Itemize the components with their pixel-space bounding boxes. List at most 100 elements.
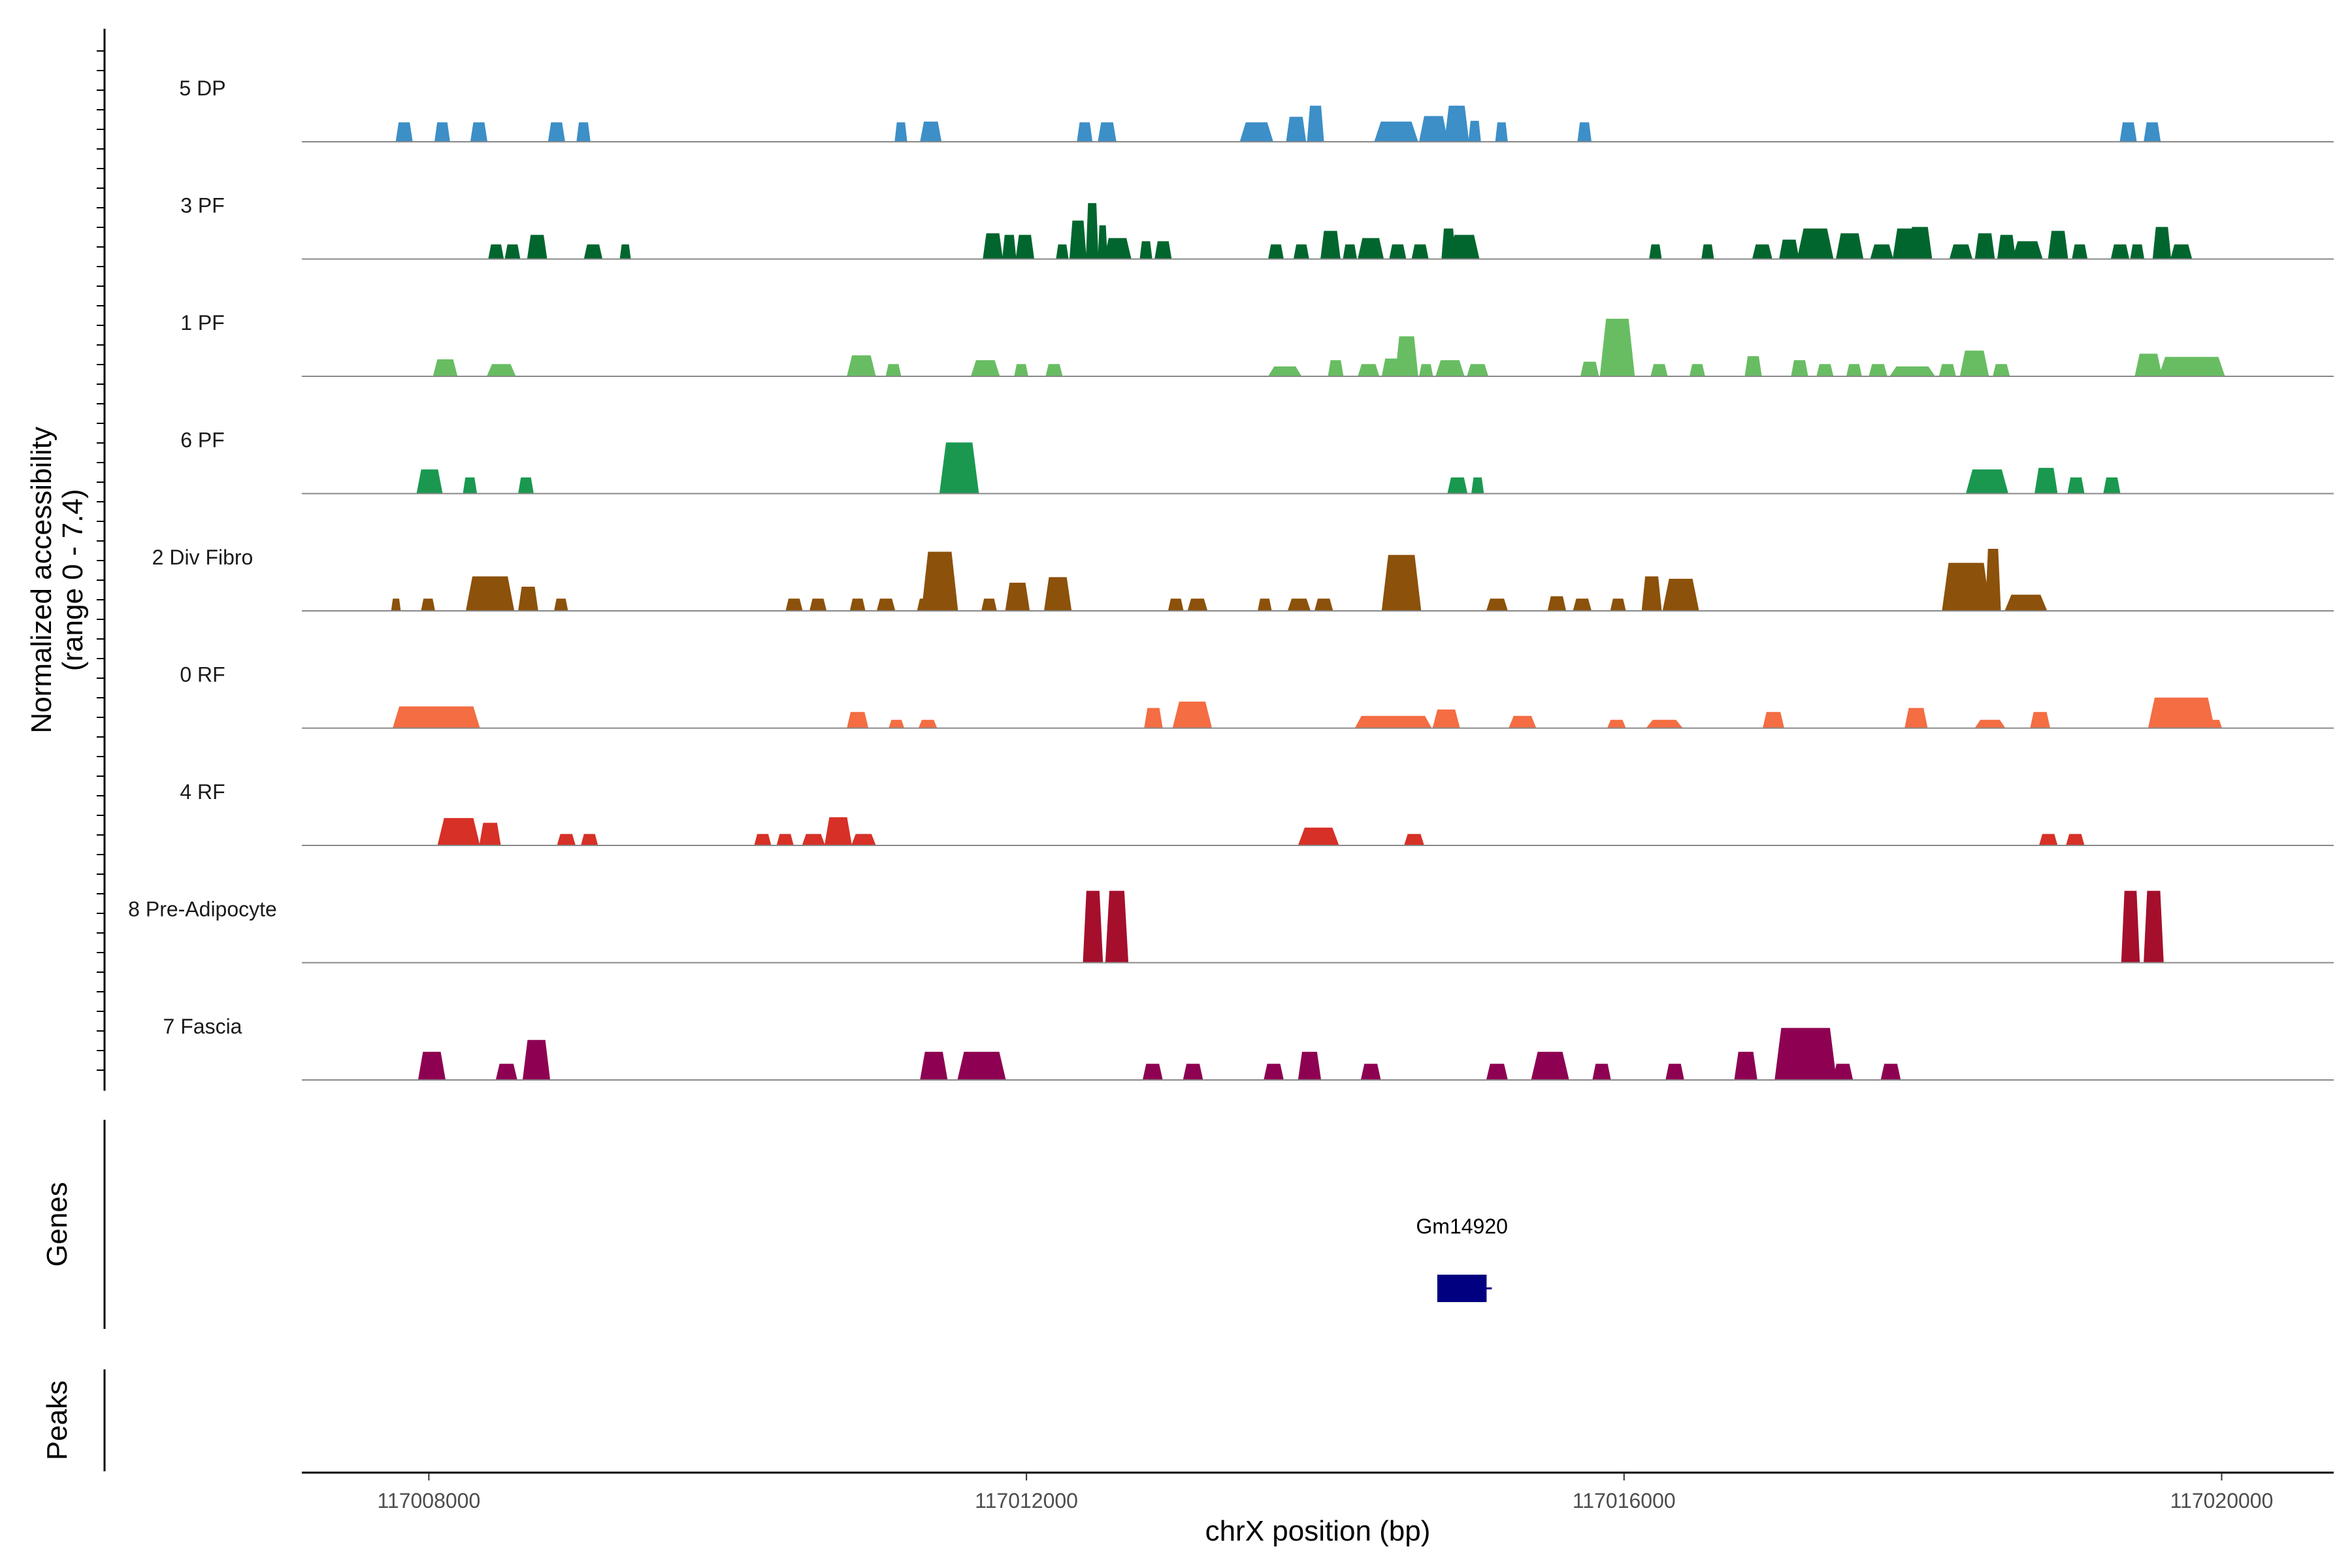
coverage-peak [553,598,568,612]
coverage-peak [504,244,521,259]
coverage-peak [495,1064,517,1081]
track-6-pf: 6 PF [180,429,2334,495]
coverage-peak [1938,364,1957,377]
gene-body [1437,1275,1487,1302]
track-label: 8 Pre-Adipocyte [128,898,277,921]
coverage-peak [1005,582,1030,612]
peaks-panel-title: Peaks [41,1380,73,1460]
track-8-pre-adipocyte: 8 Pre-Adipocyte [128,890,2334,964]
coverage-peak [1257,598,1272,612]
coverage-peak [1592,1064,1611,1081]
coverage-peak [1168,598,1184,612]
coverage-peak [1086,203,1099,259]
coverage-peak [583,244,603,259]
coverage-peak [921,551,958,612]
track-label: 6 PF [180,429,225,452]
coverage-peak [463,477,478,494]
gene-label: Gm14920 [1416,1215,1508,1238]
coverage-peak [1778,239,1799,259]
coverage-peak [1287,598,1311,612]
track-7-fascia: 7 Fascia [163,1015,2334,1081]
coverage-peak [527,235,547,259]
genes-panel-title: Genes [41,1182,73,1267]
coverage-peak [1486,598,1509,612]
coverage-peak [1354,715,1432,728]
coverage-peak [1641,576,1662,612]
coverage-peak [1846,364,1863,377]
track-label: 2 Div Fibro [152,546,253,569]
coverage-peak [1432,710,1460,728]
x-tick-label: 117008000 [377,1489,480,1512]
coverage-peak [2158,357,2225,377]
coverage-peak [1610,598,1626,612]
coverage-peak [1869,364,1887,377]
coverage-peak [1293,244,1309,259]
coverage-peak [518,587,538,612]
x-tick-label: 117020000 [2170,1489,2274,1512]
coverage-peak [2206,719,2223,728]
coverage-peak [1381,555,1422,612]
coverage-peak [1580,361,1599,377]
coverage-peak [1774,1028,1837,1081]
coverage-peak [785,598,803,612]
coverage-peak [1486,1064,1509,1081]
coverage-peak [522,1039,551,1081]
coverage-peak [1974,719,2006,728]
coverage-peak [824,817,853,846]
coverage-peak [1154,241,1172,259]
coverage-peak [392,706,480,728]
coverage-peak [2072,244,2088,259]
coverage-peak [1904,708,1928,728]
coverage-peak [1942,563,1991,612]
coverage-peak [1448,235,1480,259]
coverage-peak [802,834,826,846]
coverage-peak [2004,595,2048,612]
coverage-peak [970,360,1000,377]
coverage-peak [1547,596,1567,612]
coverage-peak [1056,244,1069,259]
y-axis-title: Normalized accessibility (range 0 - 7.4) [25,427,89,733]
coverage-peak [557,834,576,846]
coverage-peak [1662,578,1699,612]
coverage-peak [1320,231,1341,259]
track-label: 1 PF [180,311,225,335]
coverage-peak [754,834,772,846]
coverage-peak [1959,350,1989,377]
coverage-peak [1607,719,1626,728]
track-2-div-fibro: 2 Div Fibro [152,546,2334,612]
coverage-peak [1298,1051,1322,1081]
coverage-peak [1069,220,1087,259]
coverage-peak [1014,364,1029,377]
coverage-peak [1833,1064,1854,1081]
coverage-peak [1144,708,1163,728]
coverage-peak [417,1051,446,1081]
x-tick-label: 117012000 [975,1489,1078,1512]
coverage-tracks: 5 DP 3 PF 1 PF 6 PF 2 Div Fibro 0 RF 4 RF 8 Pre… [97,29,2334,1091]
coverage-peak [2048,231,2068,259]
coverage-peak [1907,227,1933,259]
coverage-peak [918,719,938,728]
coverage-peak [981,598,997,612]
track-3-pf: 3 PF [180,194,2334,260]
coverage-peak [2144,122,2161,142]
coverage-peak [479,823,501,846]
coverage-peak [1762,711,1785,728]
coverage-peak [894,122,907,142]
coverage-peak [2170,244,2193,259]
coverage-peak [1447,477,1468,494]
coverage-peak [1701,244,1714,259]
coverage-peak [2067,477,2085,494]
coverage-peak [2152,227,2172,259]
coverage-peak [1650,364,1668,377]
track-1-pf: 1 PF [180,311,2334,377]
coverage-peak [1172,701,1213,728]
x-tick-label: 117016000 [1573,1489,1676,1512]
coverage-peak [2038,834,2058,846]
coverage-peak [1403,834,1425,846]
coverage-peak [1889,366,1936,377]
coverage-peak [1307,105,1324,142]
track-label: 5 DP [179,76,225,100]
track-4-rf: 4 RF [180,780,2334,846]
coverage-peak [1444,105,1469,142]
